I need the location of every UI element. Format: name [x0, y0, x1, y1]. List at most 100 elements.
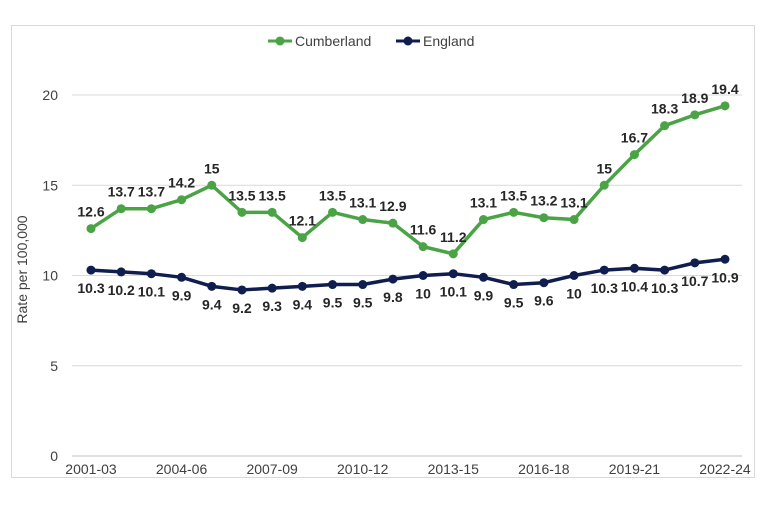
data-label: 10.9	[711, 269, 738, 285]
data-label: 10.3	[591, 280, 618, 296]
data-label: 9.4	[293, 296, 313, 312]
data-label: 13.5	[500, 187, 527, 203]
data-point	[690, 110, 700, 120]
data-point	[207, 180, 217, 190]
data-point	[478, 215, 488, 225]
data-point	[328, 207, 338, 217]
y-tick-label: 10	[42, 268, 58, 284]
data-point	[177, 195, 187, 205]
legend-marker	[275, 36, 285, 46]
y-axis-ticks: 0 5 10 15 20	[42, 87, 58, 464]
data-point	[599, 180, 609, 190]
data-label: 14.2	[168, 175, 195, 191]
data-label: 13.7	[108, 184, 135, 200]
data-point	[207, 281, 217, 291]
x-tick-label: 2010-12	[337, 461, 389, 477]
data-label: 9.5	[323, 295, 343, 311]
series-line	[90, 257, 726, 292]
data-label: 9.4	[202, 296, 222, 312]
data-point	[237, 285, 247, 295]
data-label: 13.7	[138, 184, 165, 200]
series-england: 10.3 10.2 10.1 9.99.4 9.2 9.3 9.4 9.5 9.5 9.8 10 10…	[77, 254, 739, 316]
data-point	[237, 207, 247, 217]
data-label: 13.1	[560, 195, 587, 211]
data-label: 10.3	[651, 280, 678, 296]
data-label: 9.6	[534, 293, 554, 309]
data-label: 18.3	[651, 101, 678, 117]
data-point	[569, 271, 579, 280]
data-point	[569, 215, 579, 225]
data-label: 12.1	[289, 213, 316, 229]
data-label: 10	[566, 286, 582, 302]
data-point	[146, 204, 156, 214]
data-label: 15	[204, 160, 220, 176]
x-tick-label: 2019-21	[609, 461, 661, 477]
data-point	[509, 207, 519, 217]
data-point	[418, 271, 428, 280]
data-label: 13.5	[319, 187, 346, 203]
data-point	[539, 213, 549, 223]
x-axis-ticks: 2001-03 2004-06 2007-09 2010-12 2013-15 2016-…	[65, 461, 751, 477]
data-point	[599, 265, 609, 275]
data-label: 10.1	[440, 284, 467, 300]
data-point	[690, 258, 700, 268]
data-point	[177, 272, 187, 282]
data-point	[358, 280, 368, 290]
data-point	[720, 101, 730, 111]
data-label: 13.2	[530, 193, 557, 209]
data-label: 10.1	[138, 284, 165, 300]
data-label: 13.1	[470, 195, 497, 211]
data-point	[86, 224, 96, 234]
x-tick-label: 2016-18	[518, 461, 570, 477]
legend-item-cumberland: Cumberland	[268, 33, 371, 49]
data-label: 10.4	[621, 278, 648, 294]
data-label: 9.5	[504, 295, 524, 311]
data-point	[297, 233, 307, 243]
data-point	[418, 242, 428, 252]
data-label: 9.3	[262, 298, 282, 314]
x-tick-label: 2004-06	[156, 461, 208, 477]
data-point	[448, 249, 458, 259]
y-tick-label: 15	[42, 177, 58, 193]
legend-item-england: England	[396, 33, 474, 49]
data-label: 11.6	[410, 222, 437, 238]
data-label: 11.2	[440, 229, 467, 245]
data-point	[720, 254, 730, 264]
data-point	[116, 267, 126, 277]
legend-label: England	[423, 33, 474, 49]
data-label: 9.5	[353, 295, 373, 311]
data-point	[660, 121, 670, 131]
data-label: 12.9	[379, 198, 406, 214]
x-tick-label: 2022-24	[699, 461, 751, 477]
data-label: 9.8	[383, 289, 403, 305]
data-label: 9.9	[172, 287, 192, 303]
y-tick-label: 20	[42, 87, 58, 103]
data-point	[358, 215, 368, 225]
data-label: 9.9	[474, 287, 494, 303]
data-point	[629, 263, 639, 273]
data-label: 13.5	[259, 187, 286, 203]
data-label: 13.5	[228, 187, 255, 203]
data-point	[388, 274, 398, 284]
data-label: 18.9	[681, 90, 708, 106]
data-label: 10.7	[681, 273, 708, 289]
data-point	[116, 204, 126, 214]
data-point	[388, 218, 398, 228]
data-point	[660, 265, 670, 275]
y-tick-label: 5	[50, 358, 58, 374]
data-point	[629, 150, 639, 160]
data-point	[267, 207, 277, 217]
legend-marker	[403, 36, 413, 46]
x-tick-label: 2013-15	[428, 461, 480, 477]
data-label: 10.2	[108, 282, 135, 298]
y-tick-label: 0	[50, 448, 58, 464]
y-axis-title: Rate per 100,000	[14, 215, 30, 323]
data-label: 9.2	[232, 300, 252, 316]
data-point	[86, 265, 96, 275]
legend-label: Cumberland	[295, 33, 371, 49]
chart-frame	[11, 25, 755, 478]
legend: Cumberland England	[268, 33, 474, 49]
data-point	[448, 269, 458, 279]
